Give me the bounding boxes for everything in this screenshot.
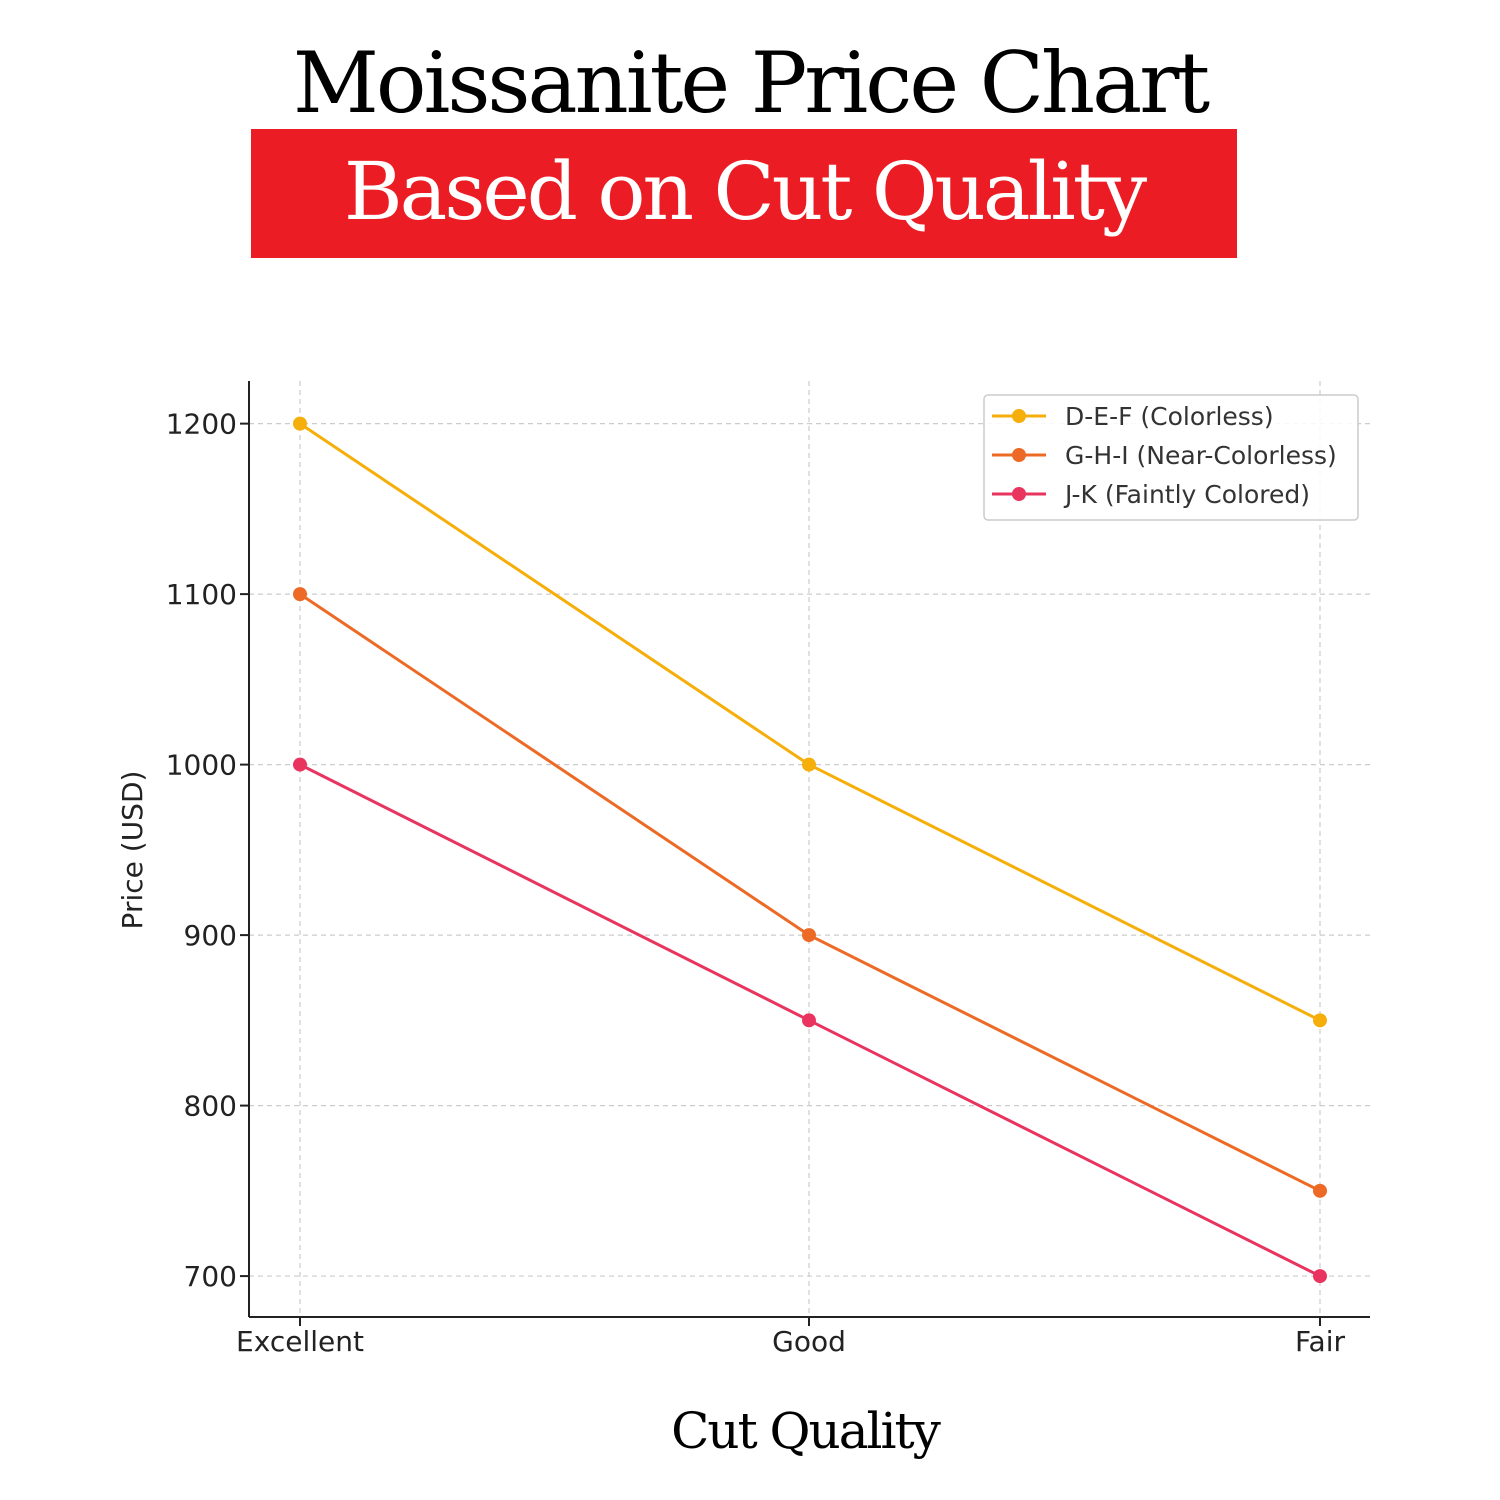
chart-title: Moissanite Price Chart xyxy=(292,34,1210,132)
data-point xyxy=(293,416,307,431)
legend-label: J-K (Faintly Colored) xyxy=(1063,480,1310,509)
legend-marker xyxy=(1012,409,1026,423)
y-axis-label: Price (USD) xyxy=(116,771,149,930)
y-tick-label: 1100 xyxy=(166,578,237,611)
legend-marker xyxy=(1012,487,1026,501)
y-tick-label: 1000 xyxy=(166,749,237,782)
chart-subtitle: Based on Cut Quality xyxy=(343,145,1147,238)
y-tick-label: 900 xyxy=(184,919,237,952)
data-point xyxy=(802,928,816,943)
x-tick-label: Fair xyxy=(1295,1325,1345,1358)
x-tick-label: Excellent xyxy=(236,1325,364,1358)
data-point xyxy=(293,587,307,602)
series-line xyxy=(299,592,1321,1193)
legend-label: G-H-I (Near-Colorless) xyxy=(1065,441,1337,470)
y-tick-label: 1200 xyxy=(166,408,237,441)
data-point xyxy=(802,1013,816,1028)
legend-label: D-E-F (Colorless) xyxy=(1065,402,1274,431)
subtitle-banner: Based on Cut Quality xyxy=(251,129,1237,258)
legend-box xyxy=(983,394,1359,521)
data-point xyxy=(1313,1269,1327,1284)
data-point xyxy=(293,757,307,772)
legend-marker xyxy=(1012,448,1026,462)
y-tick-label: 800 xyxy=(184,1090,237,1123)
data-point xyxy=(1313,1183,1327,1198)
x-axis-label: Cut Quality xyxy=(671,1402,942,1460)
x-tick-label: Good xyxy=(772,1325,846,1358)
data-point xyxy=(802,757,816,772)
y-tick-label: 700 xyxy=(184,1260,237,1293)
data-point xyxy=(1313,1013,1327,1028)
